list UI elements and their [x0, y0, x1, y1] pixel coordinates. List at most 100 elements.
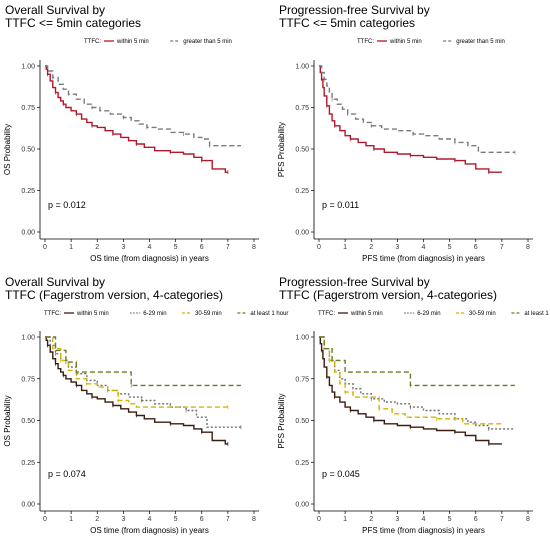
y-axis-label: PFS Probability: [277, 393, 286, 448]
legend-title: TTFC:: [44, 311, 61, 317]
y-tick-label: 0.50: [21, 418, 35, 425]
chart-title: Overall Survival by TTFC <= 5min categori…: [5, 3, 141, 30]
y-axis-label: OS Probability: [3, 395, 12, 446]
legend-label: greater than 5 min: [456, 39, 505, 45]
x-tick-label: 6: [200, 516, 204, 523]
p-value: p = 0.012: [48, 200, 86, 210]
x-tick-label: 8: [526, 516, 530, 523]
y-tick-label: 0.00: [295, 230, 309, 237]
legend-label: within 5 min: [350, 311, 383, 317]
y-tick-label: 1.00: [295, 335, 309, 342]
x-tick-label: 3: [121, 244, 125, 251]
x-tick-label: 4: [422, 244, 426, 251]
chart-title-line: TTFC <= 5min categories: [5, 16, 141, 30]
panel-3: Overall Survival by TTFC (Fagerstrom vers…: [3, 275, 288, 535]
y-tick-label: 0.75: [21, 105, 35, 112]
legend-label: within 5 min: [76, 311, 109, 317]
y-axis-label: OS Probability: [3, 124, 12, 175]
y-tick-label: 0.25: [295, 460, 309, 467]
x-tick-label: 6: [200, 244, 204, 251]
km-curve: [45, 336, 228, 408]
x-axis-label: PFS time (from diagnosis) in years: [362, 526, 485, 535]
legend-label: 30-59 min: [469, 311, 496, 317]
legend-label: within 5 min: [389, 39, 422, 45]
x-tick-label: 4: [148, 244, 152, 251]
y-tick-label: 0.75: [295, 376, 309, 383]
y-tick-label: 0.75: [295, 105, 309, 112]
x-tick-label: 6: [474, 244, 478, 251]
chart-title-line: Progression-free Survival by: [279, 275, 430, 289]
y-tick-label: 0.50: [21, 147, 35, 154]
km-curve: [319, 336, 502, 425]
y-tick-label: 0.50: [295, 147, 309, 154]
legend: TTFC: within 5 min greater than 5 min: [84, 39, 232, 45]
km-curve: [319, 65, 515, 153]
x-tick-label: 8: [252, 244, 256, 251]
x-tick-label: 3: [395, 244, 399, 251]
chart-title-line: Overall Survival by: [5, 3, 105, 17]
x-tick-label: 1: [69, 244, 73, 251]
legend-label: 30-59 min: [195, 311, 222, 317]
panel-2: Progression-free Survival by TTFC <= 5min…: [277, 3, 533, 263]
y-tick-label: 0.25: [21, 188, 35, 195]
panel-1: Overall Survival by TTFC <= 5min categori…: [3, 3, 259, 263]
x-tick-label: 5: [174, 244, 178, 251]
x-tick-label: 6: [474, 516, 478, 523]
legend: TTFC: within 5 min 6-29 min 30-59 min at lea…: [44, 311, 288, 317]
x-axis-label: OS time (from diagnosis) in years: [90, 254, 209, 263]
x-tick-label: 1: [343, 516, 347, 523]
legend: TTFC: within 5 min 6-29 min 30-59 min at lea…: [318, 311, 550, 317]
x-tick-label: 3: [121, 516, 125, 523]
y-axis-label: PFS Probability: [277, 122, 286, 177]
chart-title-line: TTFC (Fagerstrom version, 4-categories): [279, 288, 497, 302]
legend-label: within 5 min: [116, 39, 149, 45]
x-tick-label: 5: [448, 516, 452, 523]
km-curve: [45, 336, 228, 445]
chart-title-line: Progression-free Survival by: [279, 3, 430, 17]
p-value: p = 0.011: [322, 200, 359, 210]
chart-title: Progression-free Survival by TTFC <= 5min…: [279, 3, 430, 30]
chart-title-line: Overall Survival by: [5, 275, 105, 289]
x-tick-label: 0: [43, 244, 47, 251]
panel-4: Progression-free Survival by TTFC (Fagers…: [277, 275, 550, 535]
y-tick-label: 1.00: [21, 335, 35, 342]
x-tick-label: 1: [69, 516, 73, 523]
x-tick-label: 0: [317, 244, 321, 251]
km-curve: [319, 336, 515, 430]
y-tick-label: 0.00: [295, 502, 309, 509]
legend-label: 6-29 min: [143, 311, 166, 317]
legend-label: 6-29 min: [417, 311, 440, 317]
x-tick-label: 8: [526, 244, 530, 251]
x-axis-label: PFS time (from diagnosis) in years: [362, 254, 485, 263]
x-tick-label: 7: [500, 244, 504, 251]
y-tick-label: 0.50: [295, 418, 309, 425]
legend-label: greater than 5 min: [183, 39, 232, 45]
p-value: p = 0.074: [48, 469, 86, 479]
x-tick-label: 3: [395, 516, 399, 523]
x-axis-label: OS time (from diagnosis) in years: [90, 526, 209, 535]
y-tick-label: 0.25: [295, 188, 309, 195]
y-tick-label: 1.00: [295, 64, 309, 71]
x-tick-label: 2: [369, 244, 373, 251]
x-tick-label: 5: [174, 516, 178, 523]
km-curve: [319, 336, 515, 387]
x-tick-label: 2: [95, 244, 99, 251]
x-tick-label: 2: [95, 516, 99, 523]
x-tick-label: 0: [317, 516, 321, 523]
y-tick-label: 0.00: [21, 502, 35, 509]
km-curve: [45, 65, 241, 147]
p-value: p = 0.045: [322, 469, 360, 479]
x-tick-label: 4: [148, 516, 152, 523]
x-tick-label: 2: [369, 516, 373, 523]
legend-title: TTFC:: [318, 311, 335, 317]
y-tick-label: 0.25: [21, 460, 35, 467]
y-tick-label: 0.75: [21, 376, 35, 383]
x-tick-label: 4: [422, 516, 426, 523]
x-tick-label: 7: [500, 516, 504, 523]
x-tick-label: 1: [343, 244, 347, 251]
legend-title: TTFC:: [357, 39, 374, 45]
chart-title-line: TTFC (Fagerstrom version, 4-categories): [5, 288, 223, 302]
y-tick-label: 0.00: [21, 230, 35, 237]
x-tick-label: 0: [43, 516, 47, 523]
